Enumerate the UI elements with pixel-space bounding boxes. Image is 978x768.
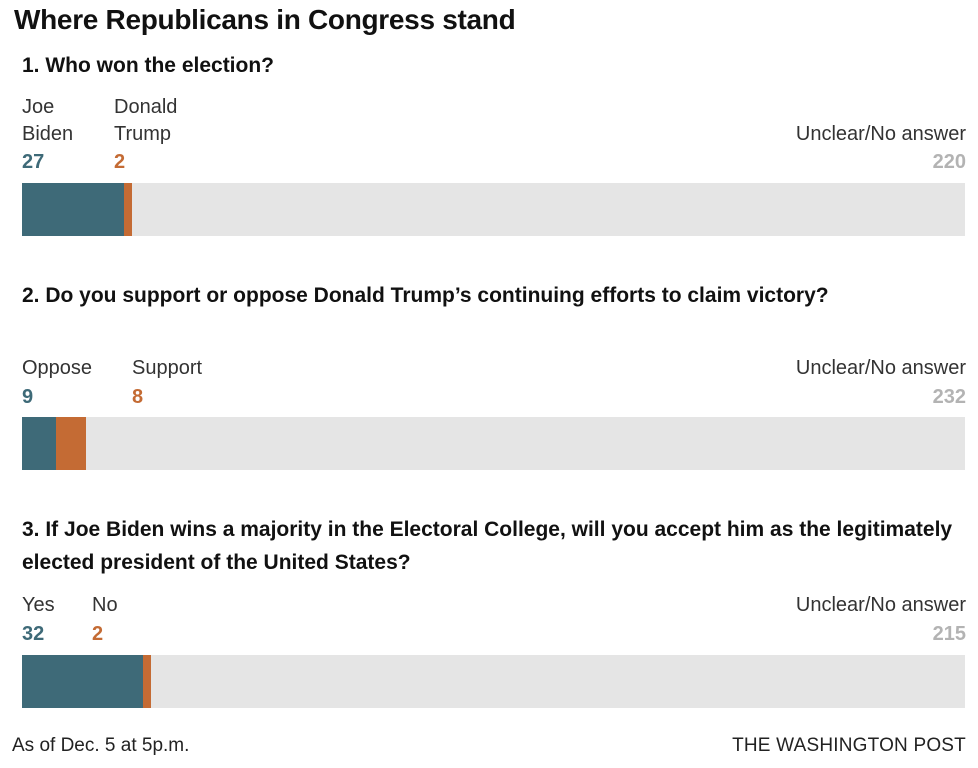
q2-bar-support (56, 417, 87, 470)
q1-bar-joe-biden (22, 183, 125, 236)
q3-label-unclear: Unclear/No answer (795, 594, 966, 616)
question-2-text: 2. Do you support or oppose Donald Trump… (22, 284, 829, 307)
q1-label-unclear: Unclear/No answer (795, 123, 966, 145)
q3-value-no: 2 (92, 623, 104, 645)
footer-date-note: As of Dec. 5 at 5p.m. (12, 735, 190, 756)
q3-bar-no (143, 655, 151, 708)
chart-title: Where Republicans in Congress stand (14, 4, 516, 35)
q1-bar-donald-trump (124, 183, 132, 236)
q1-label-joe-biden: Joe Biden (22, 96, 74, 145)
q3-bar-track (22, 655, 965, 708)
q1-value-donald-trump: 2 (114, 151, 126, 173)
q1-value-unclear: 220 (932, 151, 966, 173)
q3-label-yes: Yes (22, 594, 55, 616)
q1-value-joe-biden: 27 (22, 151, 45, 173)
question-1-text: 1. Who won the election? (22, 54, 274, 77)
q3-label-no: No (92, 594, 118, 616)
q1-label-donald-trump: Donald Trump (114, 96, 178, 145)
q2-label-oppose: Oppose (22, 357, 93, 379)
q2-value-support: 8 (132, 386, 144, 408)
question-3-text: 3. If Joe Biden wins a majority in the E… (22, 518, 953, 574)
q2-bar-track (22, 417, 965, 470)
q3-value-unclear: 215 (932, 623, 966, 645)
q2-bar-oppose (22, 417, 57, 470)
q2-label-unclear: Unclear/No answer (795, 357, 966, 379)
q2-label-support: Support (132, 357, 203, 379)
footer-credit: THE WASHINGTON POST (732, 735, 966, 756)
q3-value-yes: 32 (22, 623, 45, 645)
q2-value-oppose: 9 (22, 386, 34, 408)
q2-value-unclear: 232 (932, 386, 966, 408)
q3-bar-yes (22, 655, 144, 708)
q1-bar-track (22, 183, 965, 236)
